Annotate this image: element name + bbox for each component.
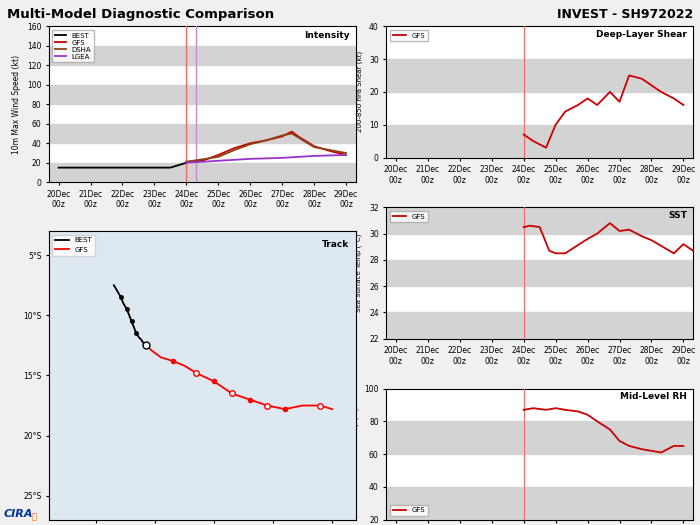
- Legend: BEST, GFS: BEST, GFS: [52, 235, 95, 256]
- Y-axis label: 200-850 hPa Shear (kt): 200-850 hPa Shear (kt): [357, 51, 363, 132]
- Y-axis label: 700-500 hPa Humidity (%): 700-500 hPa Humidity (%): [352, 408, 358, 500]
- Legend: GFS: GFS: [390, 211, 428, 223]
- Text: Multi-Model Diagnostic Comparison: Multi-Model Diagnostic Comparison: [7, 8, 274, 21]
- Text: 🔺: 🔺: [32, 513, 36, 522]
- Legend: GFS: GFS: [390, 30, 428, 41]
- Legend: GFS: GFS: [390, 505, 428, 516]
- Y-axis label: 10m Max Wind Speed (kt): 10m Max Wind Speed (kt): [13, 55, 21, 154]
- Bar: [49, 124, 356, 143]
- Bar: [386, 260, 693, 286]
- Text: Mid-Level RH: Mid-Level RH: [620, 393, 687, 402]
- Text: CIRA: CIRA: [4, 509, 33, 519]
- Y-axis label: Sea Surface Temp (°C): Sea Surface Temp (°C): [356, 234, 363, 312]
- Bar: [49, 163, 356, 182]
- Text: Track: Track: [322, 240, 349, 249]
- Bar: [49, 85, 356, 104]
- Text: Deep-Layer Shear: Deep-Layer Shear: [596, 30, 687, 39]
- Bar: [386, 487, 693, 520]
- Legend: BEST, GFS, DSHA, LGEA: BEST, GFS, DSHA, LGEA: [52, 30, 94, 62]
- Bar: [386, 207, 693, 234]
- Bar: [386, 125, 693, 158]
- Bar: [49, 46, 356, 65]
- Bar: [386, 421, 693, 454]
- Text: Intensity: Intensity: [304, 31, 349, 40]
- Text: INVEST - SH972022: INVEST - SH972022: [556, 8, 693, 21]
- Bar: [386, 312, 693, 339]
- Text: SST: SST: [668, 211, 687, 220]
- Bar: [386, 59, 693, 92]
